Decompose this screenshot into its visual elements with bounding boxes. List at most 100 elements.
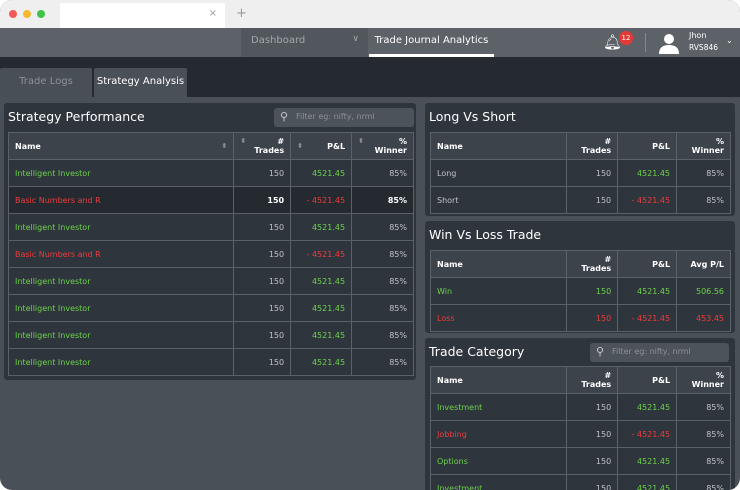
row-pnl: 4521.45 [290,348,353,376]
row-third-metric: 85% [351,321,414,349]
header-label: % Winner [691,371,724,389]
sort-icon[interactable]: ⬍ [297,141,303,150]
tab-trade-journal-analytics[interactable]: Trade Journal Analytics [368,28,495,57]
row-third-metric: 453.45 [676,304,731,332]
column-header: # Trades [566,250,619,278]
header-label: P&L [652,375,671,385]
win-loss-panel: Win Vs Loss Trade Name # Trades P&L Avg P/L… [425,221,735,333]
column-header: Name [429,366,568,394]
user-menu-chevron-icon[interactable]: ⌄ [726,36,733,45]
header-label: # Trades [581,255,612,273]
column-header[interactable]: ⬍ P&L [290,132,353,160]
row-third-metric: 85% [351,159,414,187]
row-trades: 150 [233,240,292,268]
dashboard-dropdown[interactable]: Dashboard ∨ [241,28,368,57]
row-pnl: - 4521.45 [617,186,678,214]
row-third-metric: 85% [351,294,414,322]
table-row[interactable]: Options 150 4521.45 85% [429,447,731,475]
row-third-metric: 85% [676,159,731,187]
header-label: P&L [327,141,346,151]
row-trades: 150 [566,447,619,475]
row-trades: 150 [566,159,619,187]
table-row[interactable]: Intelligent Investor 150 4521.45 85% [7,213,414,241]
panel-title: Trade Category [429,344,525,359]
table-row[interactable]: Jobbing 150 - 4521.45 85% [429,420,731,448]
row-pnl: - 4521.45 [617,420,678,448]
column-header[interactable]: ⬍ Name [7,132,235,160]
column-header[interactable]: ⬍ # Trades [233,132,292,160]
maximize-dot[interactable] [37,10,45,18]
new-tab-icon[interactable]: + [236,6,247,21]
row-trades: 150 [233,348,292,376]
divider [645,33,646,52]
row-name: Investment [429,474,568,490]
row-name: Intelligent Investor [7,321,235,349]
header-label: % Winner [374,137,407,155]
row-pnl: 4521.45 [617,277,678,305]
table-row[interactable]: Intelligent Investor 150 4521.45 85% [7,294,414,322]
table-row[interactable]: Investment 150 4521.45 85% [429,393,731,421]
sort-icon[interactable]: ⬍ [221,141,228,150]
table-row[interactable]: Intelligent Investor 150 4521.45 85% [7,348,414,376]
table-row[interactable]: Short 150 - 4521.45 85% [429,186,731,214]
row-name: Short [429,186,568,214]
row-name: Long [429,159,568,187]
row-trades: 150 [566,304,619,332]
row-third-metric: 85% [351,186,414,214]
long-short-table: Name # Trades P&L % Winner Long 150 4521.45… [429,132,731,214]
sort-icon[interactable]: ⬍ [358,137,364,145]
row-third-metric: 85% [351,213,414,241]
header-row: Name # Trades P&L % Winner [429,366,731,394]
row-name: Jobbing [429,420,568,448]
table-row[interactable]: Loss 150 - 4521.45 453.45 [429,304,731,332]
row-pnl: 4521.45 [290,267,353,295]
table-row[interactable]: Investment 150 4521.45 85% [429,474,731,490]
row-name: Basic Numbers and R [7,240,235,268]
sort-icon[interactable]: ⬍ [240,137,247,145]
header-label: P&L [652,141,671,151]
table-row[interactable]: Intelligent Investor 150 4521.45 85% [7,267,414,295]
column-header: P&L [617,250,678,278]
trade-category-panel: Trade Category ⚲ Filter eg: nifty, nrml N… [425,338,735,490]
tab-trade-logs[interactable]: Trade Logs [0,68,92,97]
header-label: Name [437,259,463,269]
row-third-metric: 85% [351,240,414,268]
row-trades: 150 [233,213,292,241]
close-tab-icon[interactable]: × [208,8,217,19]
browser-tab[interactable]: × [60,3,225,28]
table-row[interactable]: Intelligent Investor 150 4521.45 85% [7,321,414,349]
panel-title: Strategy Performance [8,109,145,124]
column-header: % Winner [676,132,731,160]
row-name: Intelligent Investor [7,213,235,241]
table-row[interactable]: Long 150 4521.45 85% [429,159,731,187]
tab-strategy-analysis[interactable]: Strategy Analysis [94,68,187,97]
strategy-filter-input[interactable]: ⚲ Filter eg: nifty, nrml [274,108,414,127]
table-row[interactable]: Win 150 4521.45 506.56 [429,277,731,305]
row-pnl: 4521.45 [617,474,678,490]
panel-title: Long Vs Short [429,109,516,124]
header-label: Name [15,141,41,151]
table-row[interactable]: Intelligent Investor 150 4521.45 85% [7,159,414,187]
close-dot[interactable] [9,10,17,18]
header-row: Name # Trades P&L Avg P/L [429,250,731,278]
win-loss-table: Name # Trades P&L Avg P/L Win 150 4521.45 5… [429,250,731,332]
user-id: RVS846 [689,43,719,52]
column-header: Avg P/L [676,250,731,278]
row-name: Win [429,277,568,305]
row-trades: 150 [566,474,619,490]
row-third-metric: 85% [676,393,731,421]
table-row[interactable]: Basic Numbers and R 150 - 4521.45 85% [7,186,414,214]
row-third-metric: 506.56 [676,277,731,305]
bell-icon[interactable]: 🔔︎ [603,33,623,51]
minimize-dot[interactable] [23,10,31,18]
row-pnl: 4521.45 [617,393,678,421]
header-row: ⬍ Name ⬍ # Trades ⬍ P&L ⬍ % Winner [7,132,414,160]
row-pnl: 4521.45 [290,159,353,187]
category-filter-input[interactable]: ⚲ Filter eg: nifty, nrml [590,343,729,362]
row-name: Intelligent Investor [7,267,235,295]
user-avatar-icon[interactable] [658,32,680,54]
header-label: # Trades [581,137,612,155]
table-row[interactable]: Basic Numbers and R 150 - 4521.45 85% [7,240,414,268]
column-header[interactable]: ⬍ % Winner [351,132,414,160]
row-trades: 150 [233,294,292,322]
